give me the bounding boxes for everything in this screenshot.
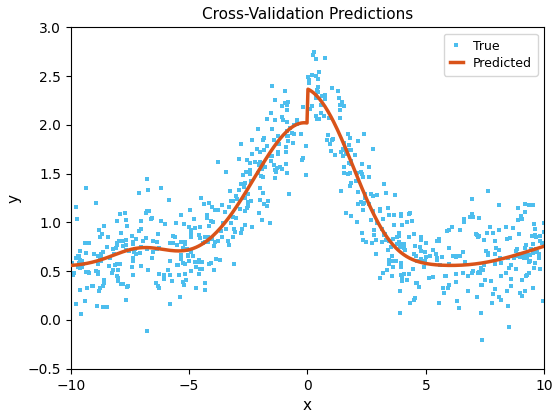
- Predicted: [325, 109, 332, 114]
- True: [95, 272, 101, 277]
- True: [272, 98, 279, 103]
- Predicted: [67, 263, 74, 268]
- True: [327, 149, 334, 154]
- Predicted: [295, 121, 302, 126]
- Line: True: True: [69, 23, 547, 343]
- Predicted: [350, 165, 357, 170]
- True: [466, 215, 473, 220]
- True: [162, 222, 169, 227]
- True: [325, 23, 332, 28]
- Legend: True, Predicted: True, Predicted: [444, 34, 538, 76]
- Predicted: [292, 123, 299, 128]
- Predicted: [305, 87, 311, 92]
- Predicted: [530, 247, 537, 252]
- Predicted: [541, 244, 548, 249]
- True: [397, 261, 404, 266]
- True: [197, 224, 204, 229]
- Y-axis label: y: y: [7, 194, 22, 202]
- Line: Predicted: Predicted: [71, 89, 544, 265]
- True: [197, 235, 203, 240]
- X-axis label: x: x: [303, 398, 312, 413]
- True: [478, 338, 485, 343]
- Predicted: [456, 262, 463, 268]
- Title: Cross-Validation Predictions: Cross-Validation Predictions: [202, 7, 413, 22]
